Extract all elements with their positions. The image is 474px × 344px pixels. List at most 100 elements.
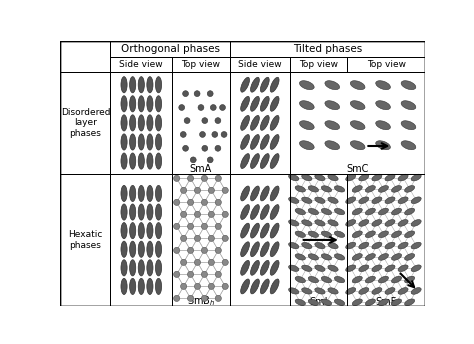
Ellipse shape (215, 199, 221, 205)
Ellipse shape (365, 185, 375, 192)
Ellipse shape (363, 176, 365, 179)
Ellipse shape (121, 96, 127, 112)
Ellipse shape (260, 279, 269, 294)
Ellipse shape (376, 199, 378, 201)
Ellipse shape (383, 279, 384, 281)
Ellipse shape (224, 213, 226, 215)
Ellipse shape (210, 237, 212, 239)
Ellipse shape (138, 204, 145, 220)
Ellipse shape (260, 242, 269, 257)
Text: Orthogonal phases: Orthogonal phases (121, 44, 219, 54)
Ellipse shape (188, 247, 194, 254)
Ellipse shape (299, 233, 301, 235)
Ellipse shape (350, 141, 365, 150)
Ellipse shape (147, 77, 153, 93)
Ellipse shape (270, 223, 279, 238)
Ellipse shape (212, 131, 218, 137)
Ellipse shape (129, 223, 136, 239)
Ellipse shape (350, 81, 365, 90)
Ellipse shape (270, 279, 279, 294)
Ellipse shape (260, 260, 269, 275)
Ellipse shape (201, 295, 208, 301)
Ellipse shape (352, 254, 362, 260)
Ellipse shape (188, 175, 194, 181)
Ellipse shape (293, 222, 295, 224)
Ellipse shape (289, 288, 299, 294)
Ellipse shape (376, 141, 391, 150)
Ellipse shape (300, 101, 314, 110)
Ellipse shape (332, 267, 334, 269)
Ellipse shape (396, 233, 398, 235)
Ellipse shape (411, 265, 421, 272)
Ellipse shape (289, 174, 299, 181)
Bar (110, 41, 425, 57)
Ellipse shape (338, 256, 340, 258)
Ellipse shape (306, 176, 308, 179)
Ellipse shape (202, 118, 208, 123)
Ellipse shape (312, 211, 314, 213)
Ellipse shape (401, 121, 416, 130)
Ellipse shape (222, 235, 228, 241)
Ellipse shape (217, 225, 219, 227)
Ellipse shape (241, 116, 249, 130)
Ellipse shape (335, 299, 345, 305)
Ellipse shape (326, 301, 328, 303)
Ellipse shape (121, 260, 127, 276)
Ellipse shape (405, 231, 415, 238)
Ellipse shape (372, 219, 382, 226)
Ellipse shape (251, 242, 259, 257)
Bar (347, 57, 426, 72)
Ellipse shape (270, 135, 279, 149)
Ellipse shape (194, 187, 201, 193)
Ellipse shape (251, 223, 259, 238)
Ellipse shape (176, 201, 178, 203)
Ellipse shape (201, 247, 208, 254)
Ellipse shape (411, 242, 421, 249)
Bar (290, 174, 347, 306)
Ellipse shape (363, 199, 365, 201)
Ellipse shape (389, 176, 391, 179)
Ellipse shape (301, 197, 312, 203)
Ellipse shape (328, 197, 338, 203)
Ellipse shape (363, 290, 365, 292)
Ellipse shape (365, 276, 375, 283)
Ellipse shape (392, 276, 401, 283)
Ellipse shape (352, 185, 362, 192)
Ellipse shape (181, 187, 187, 193)
Ellipse shape (328, 243, 338, 249)
Ellipse shape (251, 186, 259, 201)
Ellipse shape (201, 199, 208, 205)
Ellipse shape (295, 299, 305, 305)
Text: Hexatic
phases: Hexatic phases (68, 230, 103, 250)
Ellipse shape (147, 185, 153, 202)
Ellipse shape (299, 188, 301, 190)
Ellipse shape (411, 288, 421, 294)
Text: Side view: Side view (238, 60, 282, 69)
Ellipse shape (409, 211, 410, 213)
Ellipse shape (210, 286, 212, 287)
Ellipse shape (405, 185, 415, 192)
Ellipse shape (356, 279, 358, 281)
Ellipse shape (301, 288, 312, 294)
Bar (110, 41, 230, 57)
Ellipse shape (210, 261, 212, 263)
Bar (172, 72, 230, 174)
Ellipse shape (155, 185, 162, 202)
Ellipse shape (260, 186, 269, 201)
Ellipse shape (295, 277, 305, 283)
Ellipse shape (203, 201, 205, 203)
Ellipse shape (411, 197, 421, 204)
Ellipse shape (308, 231, 319, 237)
Ellipse shape (129, 153, 136, 169)
Ellipse shape (194, 91, 200, 97)
Ellipse shape (378, 208, 389, 215)
Ellipse shape (326, 233, 328, 235)
Ellipse shape (372, 265, 382, 272)
Ellipse shape (411, 174, 421, 181)
Ellipse shape (210, 105, 216, 110)
Ellipse shape (308, 186, 319, 192)
Ellipse shape (376, 101, 391, 110)
Ellipse shape (405, 254, 415, 260)
Ellipse shape (402, 176, 404, 179)
Ellipse shape (147, 260, 153, 276)
